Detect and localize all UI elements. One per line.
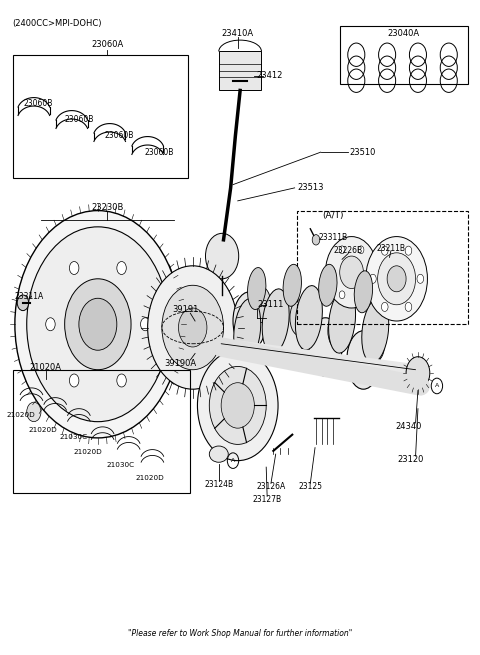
- Text: 23230B: 23230B: [91, 203, 123, 212]
- Text: 23060B: 23060B: [64, 115, 94, 124]
- Circle shape: [382, 303, 388, 312]
- Circle shape: [339, 246, 345, 253]
- Circle shape: [368, 269, 373, 276]
- Text: "Please refer to Work Shop Manual for further information": "Please refer to Work Shop Manual for fu…: [128, 629, 352, 638]
- Ellipse shape: [366, 326, 385, 362]
- Text: 24340: 24340: [395, 422, 421, 431]
- Circle shape: [405, 246, 412, 255]
- Text: 21020D: 21020D: [7, 412, 36, 418]
- Circle shape: [179, 308, 207, 347]
- Ellipse shape: [354, 271, 372, 312]
- Text: 23510: 23510: [349, 147, 375, 157]
- Text: 23040A: 23040A: [388, 29, 420, 38]
- Text: A: A: [231, 458, 235, 463]
- Circle shape: [117, 261, 126, 274]
- Text: 21020D: 21020D: [73, 449, 102, 455]
- Text: 23060B: 23060B: [105, 132, 134, 140]
- Text: 21020D: 21020D: [136, 475, 164, 481]
- Circle shape: [358, 246, 364, 253]
- Bar: [340, 26, 468, 84]
- Text: 23127B: 23127B: [252, 495, 282, 504]
- Text: 39191: 39191: [172, 305, 199, 314]
- Circle shape: [197, 350, 278, 460]
- Text: 23311B: 23311B: [318, 233, 348, 242]
- Text: 23211B: 23211B: [376, 244, 406, 253]
- Ellipse shape: [283, 265, 301, 307]
- Circle shape: [339, 291, 345, 299]
- Circle shape: [162, 286, 224, 369]
- Text: 21020D: 21020D: [29, 427, 58, 433]
- Text: 23060B: 23060B: [145, 147, 174, 157]
- Circle shape: [366, 236, 427, 321]
- Text: 21030C: 21030C: [107, 462, 135, 468]
- Text: 23226B: 23226B: [334, 246, 363, 255]
- Circle shape: [27, 227, 169, 422]
- Ellipse shape: [329, 289, 356, 353]
- Circle shape: [330, 269, 336, 276]
- Circle shape: [79, 298, 117, 350]
- Ellipse shape: [362, 299, 389, 363]
- Circle shape: [340, 256, 363, 289]
- Ellipse shape: [328, 313, 347, 348]
- Circle shape: [117, 374, 126, 387]
- Circle shape: [70, 261, 79, 274]
- Text: 23125: 23125: [298, 482, 322, 491]
- Text: A: A: [435, 383, 439, 388]
- Ellipse shape: [271, 305, 304, 364]
- Bar: [219, 52, 262, 90]
- Ellipse shape: [309, 318, 342, 376]
- Ellipse shape: [295, 286, 323, 350]
- Ellipse shape: [234, 299, 261, 363]
- Circle shape: [148, 266, 238, 389]
- Ellipse shape: [252, 287, 271, 323]
- Text: 23124B: 23124B: [204, 480, 233, 489]
- Ellipse shape: [319, 265, 337, 307]
- Circle shape: [405, 303, 412, 312]
- Text: 23126A: 23126A: [256, 482, 286, 491]
- Circle shape: [325, 236, 378, 308]
- Text: 23060B: 23060B: [24, 99, 53, 108]
- Circle shape: [387, 266, 406, 291]
- Circle shape: [219, 295, 225, 303]
- Circle shape: [27, 402, 41, 422]
- Text: 23120: 23120: [397, 455, 424, 464]
- Ellipse shape: [347, 331, 380, 389]
- Circle shape: [370, 274, 376, 284]
- Circle shape: [406, 357, 430, 389]
- Text: 23513: 23513: [297, 183, 324, 193]
- Circle shape: [221, 383, 254, 428]
- Text: 21020A: 21020A: [30, 364, 62, 372]
- Circle shape: [378, 253, 416, 305]
- Bar: [12, 369, 191, 493]
- Text: (2400CC>MPI-DOHC): (2400CC>MPI-DOHC): [12, 19, 102, 28]
- Circle shape: [65, 279, 131, 369]
- Text: 23060A: 23060A: [91, 41, 123, 50]
- Text: 39190A: 39190A: [165, 359, 197, 367]
- Circle shape: [417, 274, 424, 284]
- Text: 23111: 23111: [258, 300, 284, 309]
- Circle shape: [205, 233, 239, 279]
- Text: 23311A: 23311A: [15, 292, 44, 301]
- Circle shape: [312, 234, 320, 245]
- Text: 21030C: 21030C: [59, 434, 87, 440]
- Ellipse shape: [209, 446, 228, 462]
- Circle shape: [382, 246, 388, 255]
- Circle shape: [17, 295, 29, 310]
- Circle shape: [70, 374, 79, 387]
- Text: 23412: 23412: [257, 71, 283, 80]
- Circle shape: [209, 366, 266, 444]
- Circle shape: [46, 318, 55, 331]
- Circle shape: [141, 318, 150, 331]
- Ellipse shape: [233, 291, 266, 350]
- Circle shape: [358, 291, 364, 299]
- Ellipse shape: [290, 300, 309, 335]
- Bar: [12, 55, 188, 178]
- Ellipse shape: [248, 267, 266, 310]
- Text: 23410A: 23410A: [222, 29, 254, 38]
- Ellipse shape: [262, 289, 289, 353]
- Text: (A/T): (A/T): [322, 212, 343, 220]
- Circle shape: [15, 211, 181, 438]
